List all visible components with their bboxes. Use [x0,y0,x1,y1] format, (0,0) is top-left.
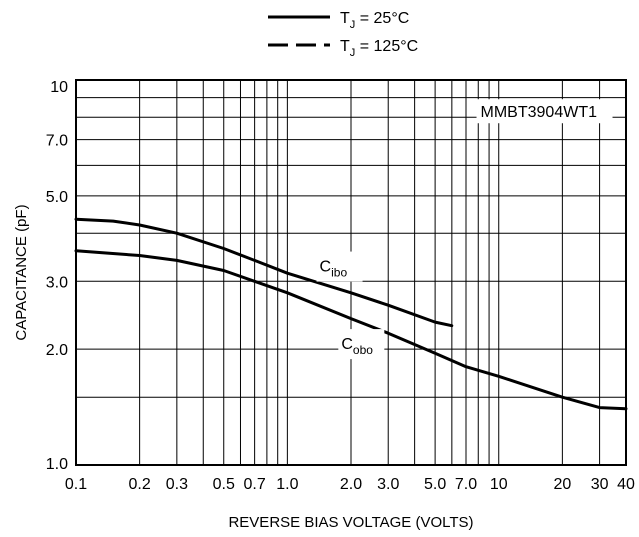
x-tick-label: 0.5 [213,476,235,493]
legend-entry-label: TJ = 25°C [340,10,409,31]
x-tick-label: 0.7 [244,476,266,493]
x-tick-label: 0.2 [129,476,151,493]
x-tick-label: 2.0 [340,476,362,493]
annotation-bg [476,99,613,124]
x-tick-label: 30 [591,476,609,493]
x-tick-label: 3.0 [377,476,399,493]
x-axis-label: REVERSE BIAS VOLTAGE (VOLTS) [228,514,473,531]
annotations: Cibo Cobo MMBT3904WT1 [316,99,613,360]
y-tick-label: 10 [50,79,68,96]
x-tick-label: 10 [490,476,508,493]
x-tick-label: 0.1 [65,476,87,493]
x-tick-labels: 0.1 0.2 0.3 0.5 0.7 1.0 2.0 3.0 5.0 7.0 10 20 30 40 [65,476,635,493]
x-tick-label: 20 [553,476,571,493]
x-tick-label: 5.0 [424,476,446,493]
series-line-obo [74,249,628,411]
x-tick-label: 1.0 [276,476,298,493]
y-tick-label: 5.0 [46,189,68,206]
legend: TJ = 25°C TJ = 125°C [268,10,418,59]
series-lines [74,217,628,411]
annotation-text: MMBT3904WT1 [481,104,598,121]
series-line-ibo [74,217,454,328]
x-tick-label: 0.3 [166,476,188,493]
series-label-bg [338,329,385,360]
y-tick-label: 2.0 [46,342,68,359]
plot-frame [75,79,627,466]
series-label-ibo: Cibo [320,259,348,280]
series-label-obo: Cobo [341,336,373,357]
y-tick-label: 1.0 [46,456,68,473]
y-tick-label: 7.0 [46,133,68,150]
y-tick-labels: 1.0 2.0 3.0 5.0 7.0 10 [46,79,68,473]
y-axis-label: CAPACITANCE (pF) [13,204,30,340]
series-label-bg [316,251,363,282]
x-tick-label: 40 [617,476,635,493]
legend-entry-label: TJ = 125°C [340,38,418,59]
y-tick-label: 3.0 [46,274,68,291]
x-tick-label: 7.0 [455,476,477,493]
